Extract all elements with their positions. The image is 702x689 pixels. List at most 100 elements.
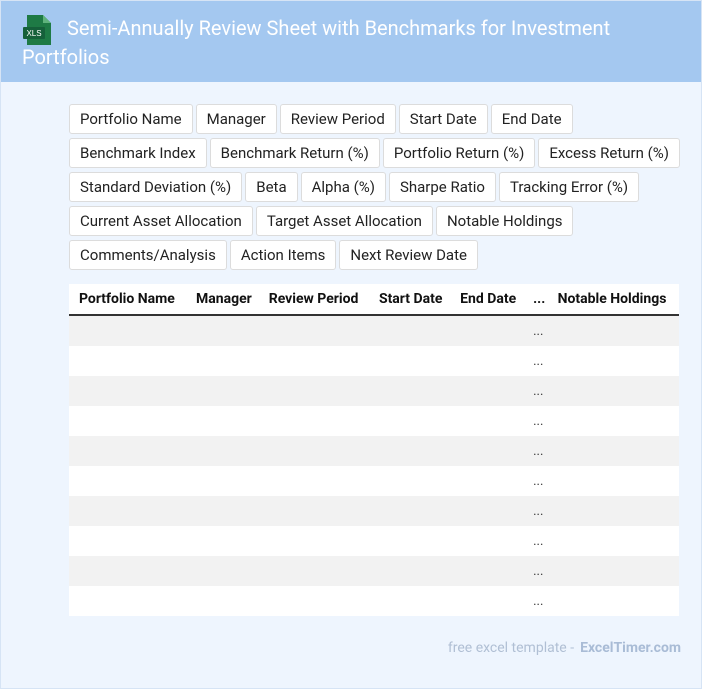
field-tag: Tracking Error (%) [498, 172, 640, 202]
cell [450, 376, 524, 406]
field-tag: Sharpe Ratio [388, 172, 496, 202]
cell [258, 315, 369, 346]
field-tag: Manager [195, 104, 277, 134]
cell: ... [523, 496, 548, 526]
cell [69, 436, 186, 466]
field-tag: Beta [245, 172, 298, 202]
field-tag: Benchmark Return (%) [209, 138, 380, 168]
cell [258, 406, 369, 436]
cell [186, 586, 259, 616]
cell: ... [523, 346, 548, 376]
cell [368, 556, 451, 586]
header: XLS Semi-Annually Review Sheet with Benc… [1, 1, 701, 82]
table-row: ... [69, 346, 679, 376]
footer-text: free excel template - [447, 640, 575, 656]
cell [547, 586, 679, 616]
cell [258, 376, 369, 406]
field-tag: Portfolio Name [69, 104, 193, 134]
review-table: Portfolio Name Manager Review Period Start … [69, 284, 679, 616]
cell [547, 376, 679, 406]
cell [368, 406, 451, 436]
cell: ... [523, 526, 548, 556]
footer: free excel template - ExcelTimer.com [448, 640, 681, 656]
table-row: ... [69, 496, 679, 526]
field-tag: Target Asset Allocation [255, 206, 433, 236]
cell [69, 406, 186, 436]
cell: ... [523, 466, 548, 496]
cell [450, 496, 524, 526]
cell [547, 406, 679, 436]
cell [258, 496, 369, 526]
cell [450, 526, 524, 556]
header-row: Portfolio Name Manager Review Period Start … [69, 284, 679, 316]
field-tag: Excess Return (%) [538, 138, 680, 168]
cell [186, 466, 259, 496]
cell [186, 496, 259, 526]
cell [368, 526, 451, 556]
cell [450, 436, 524, 466]
table-row: ... [69, 436, 679, 466]
table-row: ... [69, 556, 679, 586]
table-row: ... [69, 376, 679, 406]
field-tag: Current Asset Allocation [69, 206, 253, 236]
cell [368, 466, 451, 496]
cell [69, 466, 186, 496]
field-tag: Next Review Date [339, 240, 478, 270]
cell [186, 556, 259, 586]
column-header: Manager [186, 284, 259, 316]
cell [547, 556, 679, 586]
cell [450, 586, 524, 616]
cell [547, 346, 679, 376]
cell [186, 406, 259, 436]
title: Semi-Annually Review Sheet with Benchmar… [22, 16, 611, 69]
cell [368, 315, 451, 346]
cell [547, 436, 679, 466]
cell [547, 315, 679, 346]
cell [69, 315, 186, 346]
cell [450, 346, 524, 376]
cell [186, 436, 259, 466]
table-row: ... [69, 526, 679, 556]
field-tag: Comments/Analysis [69, 240, 227, 270]
cell [450, 406, 524, 436]
cell [368, 346, 451, 376]
cell: ... [523, 315, 548, 346]
cell: ... [523, 406, 548, 436]
field-list: Portfolio Name Manager Review Period Start … [69, 104, 684, 270]
field-tag: Benchmark Index [69, 138, 207, 168]
footer-brand: ExcelTimer.com [580, 640, 681, 656]
table-row: ... [69, 315, 679, 346]
cell: ... [523, 376, 548, 406]
cell [258, 526, 369, 556]
cell [258, 556, 369, 586]
cell [69, 586, 186, 616]
cell [368, 376, 451, 406]
cell: ... [523, 586, 548, 616]
cell [69, 346, 186, 376]
cell [69, 556, 186, 586]
cell [69, 376, 186, 406]
cell [69, 526, 186, 556]
column-header: ... [523, 284, 548, 316]
field-tag: Alpha (%) [300, 172, 386, 202]
cell [258, 436, 369, 466]
column-header: Review Period [258, 284, 369, 316]
cell: ... [523, 436, 548, 466]
column-header: Start Date [368, 284, 451, 316]
column-header: Portfolio Name [69, 284, 186, 316]
cell [69, 496, 186, 526]
cell [186, 376, 259, 406]
cell [258, 346, 369, 376]
field-tag: Portfolio Return (%) [382, 138, 536, 168]
column-header: Notable Holdings [547, 284, 679, 316]
cell [186, 346, 259, 376]
column-header: End Date [450, 284, 524, 316]
field-tag: Standard Deviation (%) [69, 172, 243, 202]
cell [368, 496, 451, 526]
field-tag: End Date [490, 104, 573, 134]
cell [368, 586, 451, 616]
cell [547, 526, 679, 556]
